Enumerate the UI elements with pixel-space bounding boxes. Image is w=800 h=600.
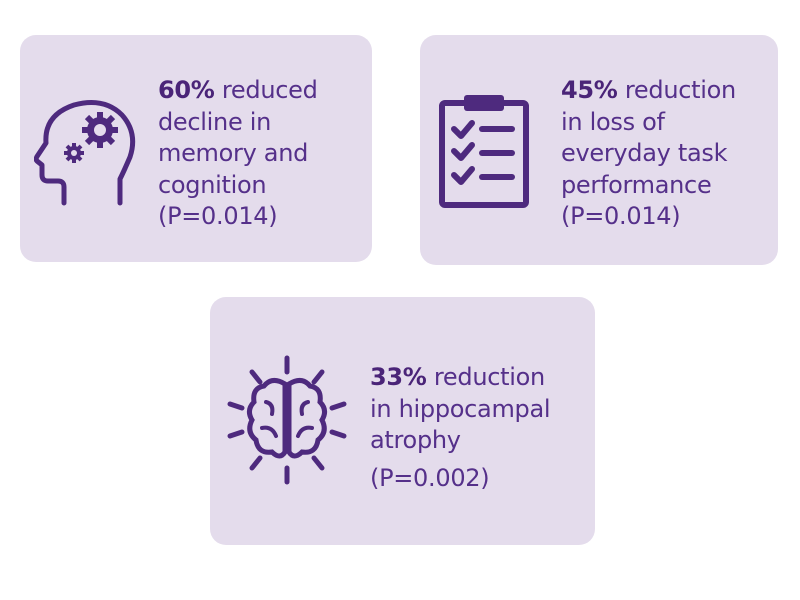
stat-line: in hippocampal <box>370 394 551 423</box>
stat-text-memory: 60% reduced decline in memory and cognit… <box>158 75 318 233</box>
stat-card-hippocampal: 33% reduction in hippocampal atrophy (P=… <box>210 297 595 545</box>
head-gears-icon <box>34 100 136 206</box>
stat-line: reduced <box>221 76 318 104</box>
stat-line: in loss of <box>561 107 665 136</box>
clipboard-checklist-icon <box>439 95 529 208</box>
stat-value: 60% <box>158 76 215 104</box>
stat-value: 45% <box>561 76 618 104</box>
stat-card-task-performance: 45% reduction in loss of everyday task p… <box>420 35 778 265</box>
stat-p-value: (P=0.014) <box>561 202 681 230</box>
stat-card-memory: 60% reduced decline in memory and cognit… <box>20 35 372 262</box>
stat-text-hippocampal: 33% reduction in hippocampal atrophy (P=… <box>370 362 551 494</box>
stat-text-task-performance: 45% reduction in loss of everyday task p… <box>561 75 736 233</box>
stat-line: decline in <box>158 107 272 136</box>
stat-value: 33% <box>370 363 427 391</box>
stat-p-value: (P=0.002) <box>370 463 490 492</box>
stat-line: cognition <box>158 170 267 199</box>
stat-line: reduction <box>624 76 736 104</box>
stat-line: reduction <box>433 363 545 391</box>
brain-icon <box>227 355 347 485</box>
stat-line: performance <box>561 170 712 199</box>
stat-line: everyday task <box>561 139 728 167</box>
stat-line: memory and <box>158 139 309 167</box>
stat-p-value: (P=0.014) <box>158 202 278 230</box>
stat-line: atrophy <box>370 426 461 454</box>
